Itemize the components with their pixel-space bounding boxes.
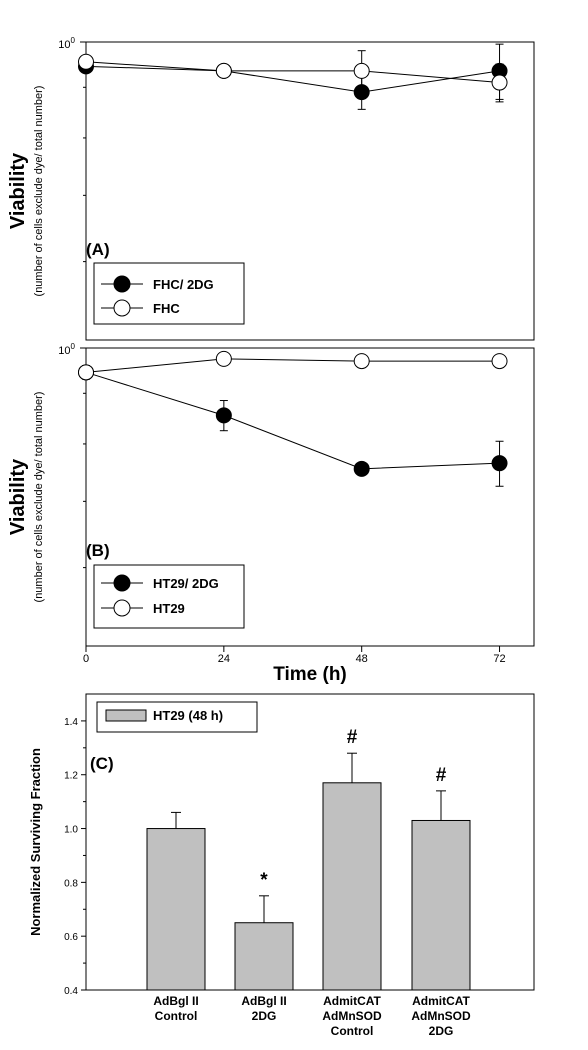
panel-a-minor-ticks: [83, 86, 86, 263]
panel-b-ytick-label: 100: [58, 342, 75, 357]
bar-2: [322, 782, 382, 991]
c-ytick-label-5: 1.4: [64, 717, 78, 728]
panel-a-ylabel-group: Viability (number of cells exclude dye/ …: [7, 86, 45, 297]
panel-a-plot: [78, 43, 508, 110]
panel-b-ht29-point-1: [215, 350, 232, 367]
panel-c-legend: HT29 (48 h): [96, 701, 258, 733]
panel-b-ht29-point-2: [353, 353, 370, 370]
category-label-2-0: AdmitCAT: [323, 994, 381, 1008]
x-tick-label-3: 72: [493, 653, 505, 665]
bar-annotation-1: *: [260, 870, 268, 891]
panel-b-plot: [78, 350, 508, 487]
category-label-2-2: Control: [331, 1024, 374, 1038]
panel-a-fhc-point-0: [78, 53, 94, 70]
panel-b-minor-ticks: [83, 392, 86, 569]
panel-a-legend-box: [93, 262, 245, 325]
panel-b-x-axis: 0 24 48 72: [83, 646, 506, 665]
panel-c-label: (C): [90, 754, 114, 773]
panel-c-ylabel: Normalized Surviving Fraction: [28, 748, 43, 936]
category-label-3-1: AdMnSOD: [411, 1009, 471, 1023]
panel-c-legend-box: [96, 701, 258, 733]
panel-a-fhc-2dg-line: [85, 65, 500, 93]
panel-b-ht29-2dg-point-3: [491, 455, 508, 472]
panel-b-frame: [85, 347, 535, 647]
panel-a-ytick-label: 100: [58, 36, 75, 51]
panel-b: 100 (B) Viability (number of cells exclu…: [7, 342, 535, 685]
legend-marker-fhc: [113, 299, 131, 317]
c-ytick-label-1: 0.6: [64, 932, 78, 943]
category-label-0-0: AdBgl II: [153, 994, 198, 1008]
panel-b-ylabel-group: Viability (number of cells exclude dye/ …: [7, 392, 45, 603]
panel-a-label: (A): [86, 240, 110, 259]
panel-b-ylabel-sub: (number of cells exclude dye/ total numb…: [33, 392, 45, 603]
legend-label-fhc-2dg: FHC/ 2DG: [153, 277, 214, 292]
panel-c-y-axis: 0.4 0.6 0.8 1.0 1.2 1.4: [64, 717, 86, 997]
legend-swatch-ht29-48h: [105, 709, 147, 722]
panel-b-ht29-2dg-line: [85, 371, 500, 470]
legend-label-ht29-48h: HT29 (48 h): [153, 708, 223, 723]
panel-a-legend: FHC/ 2DG FHC: [93, 262, 245, 325]
bar-annotation-2: #: [347, 727, 358, 748]
panel-b-ht29-point-0: [78, 364, 94, 381]
c-ytick-label-0: 0.4: [64, 986, 78, 997]
panel-b-ylabel: Viability: [7, 458, 29, 535]
panel-b-ht29-2dg-point-2: [353, 460, 370, 477]
category-label-0-1: Control: [155, 1009, 198, 1023]
panel-a-fhc-point-1: [215, 62, 232, 79]
panel-a-fhc-2dg-point-2: [353, 84, 370, 101]
panel-a-ylabel-sub: (number of cells exclude dye/ total numb…: [33, 86, 45, 297]
legend-label-ht29: HT29: [153, 601, 185, 616]
c-ytick-label-4: 1.2: [64, 771, 78, 782]
category-label-3-2: 2DG: [429, 1024, 454, 1038]
legend-marker-ht29-2dg: [113, 574, 131, 592]
panel-a-fhc-point-2: [353, 62, 370, 79]
bar-3: [411, 819, 471, 991]
panel-b-legend: HT29/ 2DG HT29: [93, 564, 245, 629]
panel-b-ht29-point-3: [491, 353, 508, 370]
bar-0: [146, 828, 206, 991]
x-axis-title: Time (h): [273, 664, 347, 685]
panel-a-fhc-line: [85, 61, 500, 84]
x-tick-label-1: 24: [218, 653, 230, 665]
panel-c-bars: * # #: [146, 727, 471, 991]
legend-marker-ht29: [113, 599, 131, 617]
panel-b-ht29-2dg-point-1: [215, 407, 232, 424]
panel-a-ylabel: Viability: [7, 152, 29, 229]
x-tick-label-2: 48: [356, 653, 368, 665]
panel-b-legend-box: [93, 564, 245, 629]
c-ytick-label-3: 1.0: [64, 825, 78, 836]
category-label-3-0: AdmitCAT: [412, 994, 470, 1008]
category-label-1-1: 2DG: [252, 1009, 277, 1023]
panel-b-ht29-line: [85, 358, 500, 373]
c-ytick-label-2: 0.8: [64, 878, 78, 889]
category-label-1-0: AdBgl II: [241, 994, 286, 1008]
panel-a-frame: [85, 41, 535, 341]
x-tick-label-0: 0: [83, 653, 89, 665]
panel-c-frame: [85, 693, 535, 991]
legend-label-fhc: FHC: [153, 301, 180, 316]
panel-a-fhc-point-3: [491, 74, 508, 91]
panel-a: 100 (A) Viability (number of cells exclu…: [7, 36, 535, 341]
bar-annotation-3: #: [436, 765, 447, 786]
bar-1: [234, 922, 294, 991]
category-label-2-1: AdMnSOD: [322, 1009, 382, 1023]
panel-b-label: (B): [86, 541, 110, 560]
panel-c: 0.4 0.6 0.8 1.0 1.2 1.4 (C) Normalized Surviv…: [28, 693, 535, 1038]
legend-marker-fhc-2dg: [113, 275, 131, 293]
legend-label-ht29-2dg: HT29/ 2DG: [153, 576, 219, 591]
